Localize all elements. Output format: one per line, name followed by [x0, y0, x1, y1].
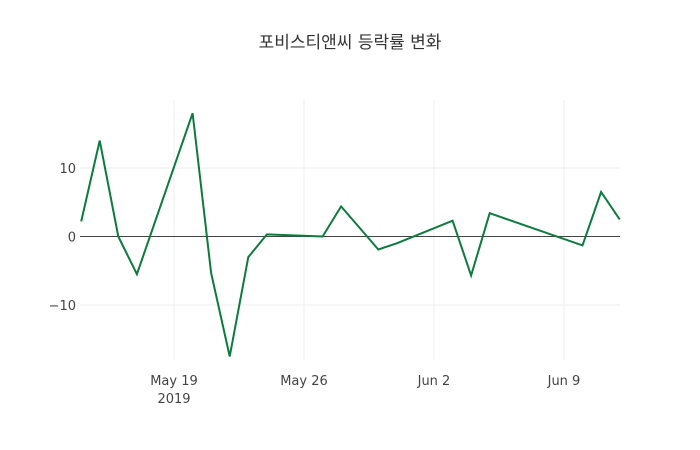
- y-axis-ticks: 10 0 −10: [49, 162, 76, 314]
- x-tick-label: Jun 9: [547, 374, 581, 389]
- series-line: [80, 112, 621, 357]
- chart-title: 포비스티앤씨 등락률 변화: [258, 33, 442, 53]
- x-tick-label: May 26: [280, 374, 328, 389]
- gridlines: [80, 100, 620, 360]
- x-tick-year-label: 2019: [157, 392, 190, 407]
- x-axis-ticks: May 19 2019 May 26 Jun 2 Jun 9: [150, 374, 580, 407]
- y-tick-label: −10: [49, 299, 76, 314]
- y-tick-label: 0: [68, 231, 76, 246]
- data-series: [80, 112, 621, 357]
- x-tick-label: Jun 2: [417, 374, 451, 389]
- x-tick-label: May 19: [150, 374, 198, 389]
- y-tick-label: 10: [59, 162, 76, 177]
